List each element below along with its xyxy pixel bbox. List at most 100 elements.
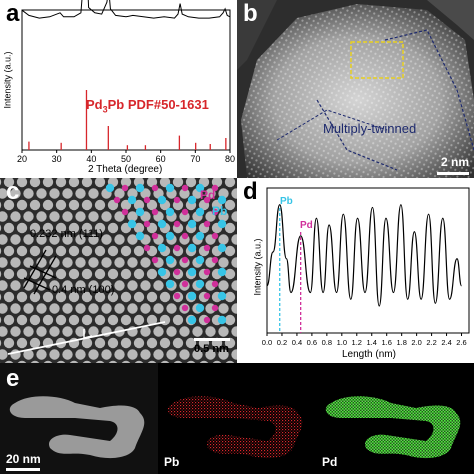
atom-column [0, 257, 8, 268]
atom-column [29, 199, 41, 211]
atom-column [3, 178, 15, 188]
pd-atom-marker [173, 244, 181, 252]
pb-atom-marker [187, 267, 197, 277]
atom-column [3, 268, 15, 280]
atom-column [114, 257, 125, 268]
pb-atom-marker [127, 195, 137, 205]
atom-column [3, 245, 15, 257]
atom-column [36, 349, 47, 360]
atom-column [218, 257, 229, 268]
pd-atom-marker [151, 232, 159, 240]
atom-column [218, 280, 229, 291]
pd-map [325, 396, 461, 459]
atom-column [114, 234, 125, 245]
pb-atom-marker [217, 267, 227, 277]
atom-column [133, 268, 145, 280]
atom-column [29, 245, 41, 257]
pd-atom-marker [203, 220, 211, 228]
atom-column [212, 360, 222, 363]
pd-map-label: Pd [322, 455, 338, 469]
atom-column [42, 222, 54, 234]
atom-column [81, 337, 93, 349]
atom-column [133, 337, 145, 349]
x-tick-label: 1.6 [381, 338, 391, 347]
atom-column [94, 291, 106, 303]
pb-atom-marker [217, 315, 227, 325]
pd-atom-marker [121, 184, 129, 192]
atom-column [140, 326, 151, 337]
pd-atom-marker [151, 208, 159, 216]
atom-column [94, 268, 106, 280]
atom-column [23, 257, 34, 268]
atom-column [231, 211, 237, 222]
atom-column [4, 360, 14, 363]
atom-column [10, 188, 21, 199]
pb-atom-marker [157, 195, 167, 205]
atom-column [49, 188, 60, 199]
atom-column [127, 188, 138, 199]
atom-column [23, 326, 34, 337]
atom-column [68, 291, 80, 303]
atom-column [42, 245, 54, 257]
atom-column [146, 314, 158, 326]
atom-column [186, 360, 196, 363]
x-tick-label: 0.0 [262, 338, 272, 347]
atom-column [153, 280, 164, 291]
atom-column [94, 314, 106, 326]
atom-column [134, 360, 144, 363]
pb-atom-marker [195, 183, 205, 193]
pb-atom-marker [165, 255, 175, 265]
atom-column [199, 360, 209, 363]
atom-column [114, 280, 125, 291]
atom-column [94, 199, 106, 211]
atom-column [114, 303, 125, 314]
atom-column [49, 326, 60, 337]
atom-column [224, 268, 236, 280]
atom-column [173, 360, 183, 363]
x-tick-label: 60 [156, 154, 166, 164]
atom-column [16, 314, 28, 326]
profile-x-axis-label: Length (nm) [342, 349, 396, 360]
xrd-pattern-line [21, 0, 231, 19]
atom-column [0, 270, 2, 278]
atom-column [101, 349, 112, 360]
pd-atom-marker [113, 196, 121, 204]
atom-column [94, 337, 106, 349]
atom-column [75, 280, 86, 291]
atom-column [82, 360, 92, 363]
pb-atom-marker [157, 243, 167, 253]
pd-atom-marker [203, 268, 211, 276]
atomic-resolution-image [0, 178, 237, 363]
atom-column [172, 178, 184, 188]
atom-column [49, 234, 60, 245]
atom-column [94, 222, 106, 234]
atom-column [218, 349, 229, 360]
atom-column [68, 268, 80, 280]
pd-atom-marker [211, 304, 219, 312]
atom-column [94, 178, 106, 188]
atom-column [153, 326, 164, 337]
atom-column [205, 326, 216, 337]
pd-atom-marker [151, 256, 159, 264]
haadf-map [0, 363, 158, 474]
atom-column [107, 222, 119, 234]
pd-legend-label: Pd [200, 188, 216, 202]
atom-column [62, 280, 73, 291]
scale-bar-label-e: 20 nm [6, 452, 41, 466]
profile-line-marker [83, 335, 93, 339]
pd-atom-marker [203, 316, 211, 324]
atom-column [81, 314, 93, 326]
panel-a: 20 30 40 50 60 70 80 a Pd3Pb PDF#50-1631 2 The… [0, 0, 237, 178]
d-spacing-100-label: 0.4 nm (100) [52, 284, 115, 296]
xrd-reference-label: Pd3Pb PDF#50-1631 [86, 97, 209, 115]
x-tick-label: 2.2 [426, 338, 436, 347]
atom-column [62, 257, 73, 268]
x-tick-label: 20 [17, 154, 27, 164]
plot-frame [266, 187, 470, 334]
atom-column [0, 293, 2, 301]
atom-column [101, 280, 112, 291]
atom-column [185, 178, 197, 188]
atom-column [0, 178, 2, 186]
pb-legend-label: Pb [212, 204, 228, 218]
atom-column [101, 234, 112, 245]
